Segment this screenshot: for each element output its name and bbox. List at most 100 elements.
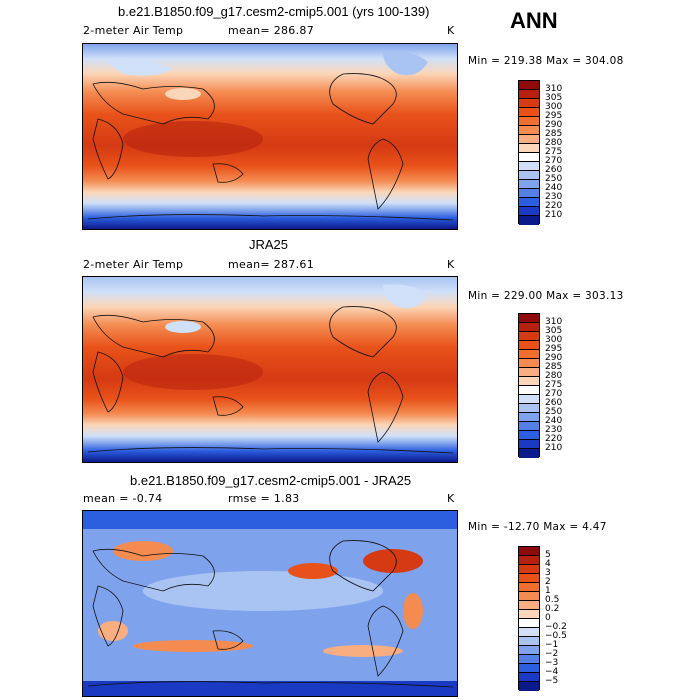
colorbar-tick-label: −2: [545, 648, 559, 659]
colorbar-tick-label: 240: [545, 415, 563, 426]
colorbar-swatch: [519, 198, 539, 207]
colorbar-tick-label: 4: [545, 558, 551, 569]
colorbar-tick-label: 0.2: [545, 603, 560, 614]
colorbar-tick-label: 295: [545, 110, 563, 121]
panel2-title: JRA25: [249, 237, 289, 252]
colorbar-swatch: [519, 180, 539, 189]
colorbar-tick-label: 295: [545, 343, 563, 354]
colorbar-swatch: [519, 565, 539, 574]
colorbar-swatch: [519, 592, 539, 601]
colorbar-tick-label: −1: [545, 639, 559, 650]
colorbar-tick-label: 270: [545, 155, 563, 166]
colorbar-swatch: [519, 449, 539, 458]
colorbar-tick-label: 220: [545, 433, 563, 444]
colorbar-tick-label: 300: [545, 334, 563, 345]
panel1-colorbar: [518, 80, 540, 225]
colorbar-swatch: [519, 90, 539, 99]
colorbar-tick-label: 250: [545, 173, 563, 184]
colorbar-swatch: [519, 323, 539, 332]
panel1-map-field: [83, 44, 457, 229]
panel2-mean: mean= 287.61: [228, 258, 314, 271]
panel3-map-field: [83, 511, 457, 696]
colorbar-swatch: [519, 547, 539, 556]
colorbar-swatch: [519, 108, 539, 117]
colorbar-swatch: [519, 216, 539, 225]
colorbar-swatch: [519, 574, 539, 583]
colorbar-swatch: [519, 117, 539, 126]
colorbar-tick-label: −3: [545, 657, 559, 668]
colorbar-tick-label: −5: [545, 675, 559, 686]
panel3-title: b.e21.B1850.f09_g17.cesm2-cmip5.001 - JR…: [130, 473, 412, 488]
colorbar-tick-label: 230: [545, 191, 563, 202]
colorbar-tick-label: 305: [545, 92, 563, 103]
colorbar-tick-label: −0.5: [545, 630, 567, 641]
colorbar-tick-label: 260: [545, 397, 563, 408]
colorbar-tick-label: 310: [545, 83, 563, 94]
panel3-colorbar: [518, 546, 540, 691]
colorbar-swatch: [519, 422, 539, 431]
panel2-map-field: [83, 277, 457, 462]
colorbar-swatch: [519, 153, 539, 162]
panel2-colorbar: [518, 313, 540, 458]
colorbar-swatch: [519, 341, 539, 350]
colorbar-swatch: [519, 556, 539, 565]
colorbar-tick-label: 3: [545, 567, 551, 578]
colorbar-swatch: [519, 583, 539, 592]
panel2-variable: 2-meter Air Temp: [83, 258, 184, 271]
panel3-map: [82, 510, 458, 697]
colorbar-swatch: [519, 395, 539, 404]
colorbar-swatch: [519, 332, 539, 341]
colorbar-swatch: [519, 637, 539, 646]
colorbar-swatch: [519, 386, 539, 395]
colorbar-swatch: [519, 135, 539, 144]
colorbar-tick-label: 270: [545, 388, 563, 399]
colorbar-swatch: [519, 162, 539, 171]
colorbar-swatch: [519, 673, 539, 682]
colorbar-swatch: [519, 413, 539, 422]
season-label: ANN: [510, 8, 558, 33]
panel1-minmax: Min = 219.38 Max = 304.08: [468, 55, 624, 67]
colorbar-swatch: [519, 189, 539, 198]
colorbar-swatch: [519, 440, 539, 449]
colorbar-tick-label: 280: [545, 370, 563, 381]
colorbar-swatch: [519, 99, 539, 108]
colorbar-swatch: [519, 350, 539, 359]
panel1-title: b.e21.B1850.f09_g17.cesm2-cmip5.001 (yrs…: [118, 4, 430, 19]
colorbar-tick-label: 305: [545, 325, 563, 336]
colorbar-swatch: [519, 404, 539, 413]
colorbar-tick-label: 285: [545, 128, 563, 139]
colorbar-tick-label: 230: [545, 424, 563, 435]
colorbar-swatch: [519, 171, 539, 180]
colorbar-swatch: [519, 628, 539, 637]
colorbar-swatch: [519, 601, 539, 610]
colorbar-tick-label: 290: [545, 352, 563, 363]
colorbar-tick-label: 1: [545, 585, 551, 596]
colorbar-tick-label: 275: [545, 146, 563, 157]
colorbar-swatch: [519, 646, 539, 655]
colorbar-swatch: [519, 682, 539, 691]
colorbar-tick-label: 0.5: [545, 594, 560, 605]
colorbar-swatch: [519, 81, 539, 90]
colorbar-swatch: [519, 610, 539, 619]
panel3-minmax: Min = -12.70 Max = 4.47: [468, 521, 607, 533]
colorbar-tick-label: 285: [545, 361, 563, 372]
colorbar-tick-label: 275: [545, 379, 563, 390]
colorbar-tick-label: −4: [545, 666, 559, 677]
panel2-units: K: [447, 258, 455, 271]
panel3-rmse: rmse = 1.83: [228, 492, 300, 505]
colorbar-tick-label: 210: [545, 209, 563, 220]
colorbar-tick-label: 240: [545, 182, 563, 193]
colorbar-swatch: [519, 619, 539, 628]
panel1-units: K: [447, 24, 455, 37]
colorbar-swatch: [519, 126, 539, 135]
colorbar-swatch: [519, 431, 539, 440]
colorbar-tick-label: 5: [545, 549, 551, 560]
colorbar-swatch: [519, 368, 539, 377]
colorbar-swatch: [519, 664, 539, 673]
colorbar-tick-label: 310: [545, 316, 563, 327]
panel1-mean: mean= 286.87: [228, 24, 314, 37]
colorbar-tick-label: 210: [545, 442, 563, 453]
colorbar-swatch: [519, 377, 539, 386]
colorbar-tick-label: 260: [545, 164, 563, 175]
panel1-map: [82, 43, 458, 230]
